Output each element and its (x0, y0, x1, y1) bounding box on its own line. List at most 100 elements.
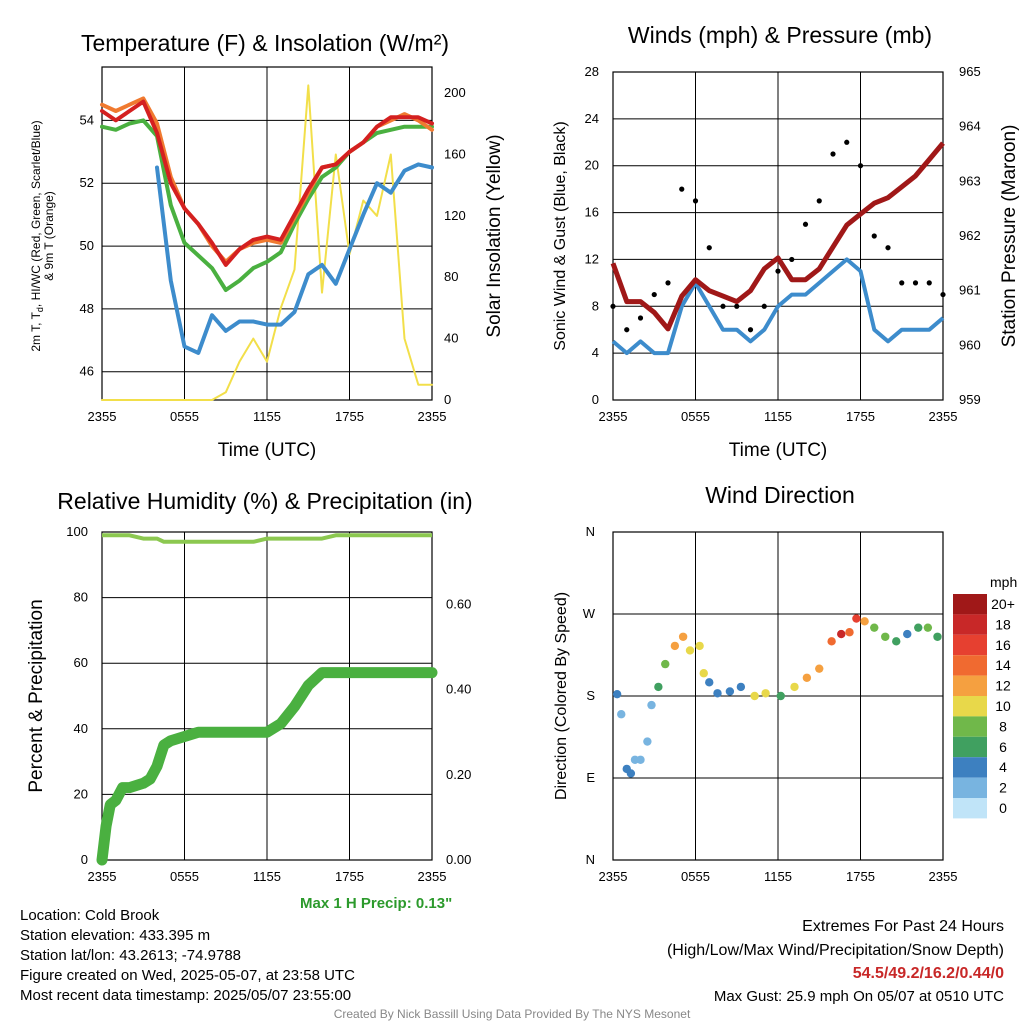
panel4-direction-point (699, 669, 708, 678)
panel4-legend-swatch (953, 798, 987, 819)
panel3-ytick-label: 100 (66, 524, 88, 539)
panel3-y2tick-label: 0.60 (446, 596, 471, 611)
panel4-direction-point (860, 617, 869, 626)
panel2-xtick-label: 1155 (764, 409, 792, 424)
svg-text:Sonic Wind & Gust (Blue, Black: Sonic Wind & Gust (Blue, Black) (552, 121, 569, 350)
panel1-xtick-label: 2355 (418, 409, 447, 424)
panel4-direction-point (617, 710, 626, 719)
credit-line: Created By Nick Bassill Using Data Provi… (333, 1007, 691, 1021)
panel3-y2tick-label: 0.00 (446, 852, 471, 867)
panel4-direction-point (636, 755, 645, 764)
panel1-ylabel: 2m T, Td, HI/WC (Red, Green, Scarlet/Blu… (29, 120, 56, 351)
panel4-direction-point (643, 737, 652, 746)
panel1-ytick-label: 52 (80, 175, 94, 190)
panel2-gust-point (692, 198, 699, 204)
panel4-legend-label: 14 (995, 657, 1011, 673)
panel4-direction-point (685, 646, 695, 655)
panel1-series-line (100, 99, 434, 267)
panel1-xtick-label: 0555 (170, 409, 199, 424)
panel4-legend-label: 18 (995, 616, 1011, 632)
panel4-xtick-label: 1155 (764, 869, 792, 884)
panel4-ytick-label: W (583, 606, 596, 621)
panel3-ytick-label: 60 (74, 655, 88, 670)
info-location: Location: Cold Brook (20, 907, 160, 924)
panel2-ytick-label: 20 (585, 158, 599, 173)
svg-text:Station Pressure (Maroon): Station Pressure (Maroon) (999, 125, 1020, 348)
panel4-direction-point (933, 632, 942, 641)
panel3-xtick-label: 0555 (170, 869, 199, 884)
panel4-direction-point (790, 682, 799, 692)
panel2-ytick-label: 0 (592, 392, 599, 407)
panel4-legend-label: 2 (999, 780, 1007, 796)
panel1-y2tick-label: 160 (444, 146, 466, 161)
panel2-y2tick-label: 962 (959, 228, 981, 243)
extremes-gust: Max Gust: 25.9 mph On 05/07 at 0510 UTC (713, 988, 1004, 1005)
panel2-y2tick-label: 964 (959, 119, 981, 134)
panel2-gust-point (816, 198, 822, 204)
svg-text:Percent & Precipitation: Percent & Precipitation (26, 599, 47, 792)
panel2-gust-point (651, 291, 657, 298)
panel4-direction-point (827, 637, 836, 646)
svg-text:& 9m T (Orange): & 9m T (Orange) (42, 191, 56, 281)
panel1-ytick-label: 46 (80, 364, 94, 379)
panel4-legend-swatch (953, 716, 987, 737)
panel4-xtick-label: 0555 (681, 869, 710, 884)
panel2-gust-point (734, 303, 740, 309)
panel4-legend-swatch (953, 655, 987, 676)
panel2-gust-point (940, 291, 946, 298)
panel2-y2tick-label: 965 (959, 64, 981, 79)
panel3-xtick-label: 2355 (418, 869, 447, 884)
panel2-ytick-label: 28 (585, 64, 599, 79)
panel2-gust-point (844, 139, 850, 145)
panel1-xlabel: Time (UTC) (217, 440, 317, 461)
panel4-direction-point (695, 641, 704, 651)
panel3-ytick-label: 20 (74, 786, 88, 801)
info-latlon: Station lat/lon: 43.2613; -74.9788 (20, 947, 242, 964)
panel4-direction-point (705, 678, 714, 687)
panel1-ytick-label: 50 (80, 238, 94, 253)
panel4-direction-point (776, 691, 785, 701)
panel2-gust-point (857, 163, 864, 169)
panel2-xlabel: Time (UTC) (728, 440, 828, 461)
panel2-gust-point (610, 303, 616, 309)
panel2-gust-point (665, 280, 671, 286)
panel2-gust-point (637, 315, 644, 321)
panel4-legend-label: 0 (999, 800, 1007, 816)
panel3-xtick-label: 1755 (335, 869, 364, 884)
panel4-legend-label: 6 (999, 739, 1007, 755)
panel2-title: Winds (mph) & Pressure (mb) (627, 22, 933, 48)
panel2-y2tick-label: 959 (959, 392, 981, 407)
panel2-gust-point (871, 233, 877, 239)
panel4-ytick-label: N (586, 524, 595, 539)
panel1-ytick-label: 54 (80, 112, 94, 127)
panel2-xtick-label: 2355 (929, 409, 958, 424)
panel4-direction-point (654, 682, 663, 692)
panel4-direction-point (903, 629, 912, 639)
panel4-xtick-label: 2355 (929, 869, 958, 884)
panel2-gust-point (802, 221, 809, 227)
panel1-xtick-label: 1755 (335, 409, 364, 424)
panel3-ytick-label: 40 (74, 721, 88, 736)
panel4-legend-title: mph (990, 574, 1017, 590)
panel4-direction-point (923, 623, 933, 632)
panel4-direction-point (837, 629, 846, 639)
panel4-direction-point (612, 689, 622, 699)
panel4-direction-point (670, 641, 680, 651)
svg-text:2m T, Td, HI/WC (Red, Green, S: 2m T, Td, HI/WC (Red, Green, Scarlet/Blu… (29, 120, 45, 351)
extremes-values: 54.5/49.2/16.2/0.44/0 (852, 965, 1004, 982)
panel2-y2tick-label: 963 (959, 173, 981, 188)
panel4-legend-label: 4 (999, 759, 1007, 775)
svg-text:Direction (Colored By Speed): Direction (Colored By Speed) (553, 592, 570, 800)
panel2-wind-line (611, 257, 945, 356)
panel2-gust-point (789, 256, 795, 263)
panel2-y2tick-label: 961 (959, 283, 981, 298)
panel2-gust-point (720, 303, 726, 309)
panel4-legend-swatch (953, 594, 987, 615)
panel3-ytick-label: 0 (81, 852, 88, 867)
panel4-legend-swatch (953, 757, 987, 778)
panel4-legend-label: 16 (995, 637, 1011, 653)
svg-text:Solar Insolation (Yellow): Solar Insolation (Yellow) (484, 134, 505, 337)
panel4-direction-point (852, 614, 861, 623)
panel4-direction-point (736, 682, 746, 692)
panel1-y2tick-label: 80 (444, 269, 458, 284)
